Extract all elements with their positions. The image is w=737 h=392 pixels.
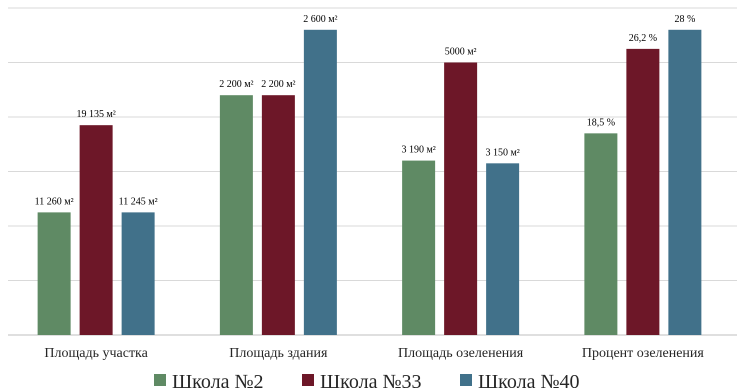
bar-value-label: 18,5 % (587, 117, 615, 128)
bar-value-label: 2 200 м² (261, 79, 295, 90)
legend-swatch (460, 374, 472, 386)
bar-value-label: 28 % (674, 14, 695, 25)
category-label: Площадь озеленения (398, 346, 524, 361)
legend-item: Школа №40 (460, 371, 580, 392)
legend-swatch (302, 374, 314, 386)
bar (261, 95, 295, 335)
bar (444, 62, 478, 335)
bar-value-label: 2 600 м² (303, 14, 337, 25)
bar (303, 29, 337, 336)
bar (626, 48, 660, 335)
legend-swatch (154, 374, 166, 386)
bar (402, 160, 436, 335)
bars (37, 29, 702, 336)
value-labels: 11 260 м² 19 135 м² 11 245 м² 2 200 м² 2 200… (35, 14, 696, 208)
bar (668, 29, 702, 336)
category-label: Площадь здания (229, 346, 328, 361)
bar-value-label: 2 200 м² (219, 79, 253, 90)
legend-item: Школа №2 (154, 371, 264, 392)
bar (79, 125, 113, 335)
bar (37, 212, 71, 335)
legend-label: Школа №40 (478, 371, 580, 392)
bar-value-label: 11 260 м² (35, 196, 74, 207)
legend-item: Школа №33 (302, 371, 422, 392)
bar-value-label: 3 150 м² (485, 147, 519, 158)
bar (486, 163, 520, 335)
category-label: Процент озеленения (582, 346, 705, 361)
bar (584, 133, 618, 335)
bar-value-label: 26,2 % (629, 33, 657, 44)
bar-value-label: 11 245 м² (119, 196, 158, 207)
category-labels: Площадь участка Площадь здания Площадь озе… (44, 346, 704, 361)
legend: Школа №2 Школа №33 Школа №40 (154, 371, 580, 392)
legend-label: Школа №33 (320, 371, 422, 392)
bar-value-label: 5000 м² (445, 47, 477, 58)
legend-label: Школа №2 (172, 371, 264, 392)
category-label: Площадь участка (44, 346, 148, 361)
bar-value-label: 3 190 м² (401, 145, 435, 156)
bar (219, 95, 253, 335)
bar (121, 212, 155, 335)
bar-value-label: 19 135 м² (76, 109, 115, 120)
